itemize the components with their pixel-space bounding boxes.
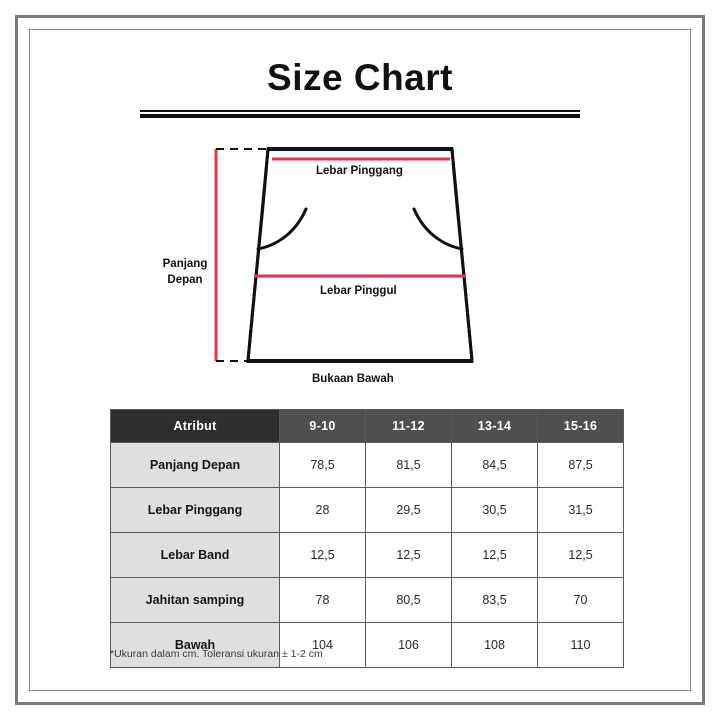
size-table-wrapper: Atribut 9-10 11-12 13-14 15-16 Panjang D… (110, 409, 624, 668)
skirt-diagram-svg (214, 147, 474, 363)
column-header-size-2: 11-12 (365, 409, 452, 443)
label-lebar-pinggang: Lebar Pinggang (316, 165, 403, 177)
skirt-diagram: Panjang Depan Lebar Pinggang Lebar Pingg… (120, 132, 600, 397)
title-block: Size Chart (60, 57, 660, 118)
row-attribute-label: Bawah (110, 622, 280, 668)
cell-value: 87,5 (537, 442, 624, 488)
table-row: Jahitan samping 78 80,5 83,5 70 (110, 577, 624, 623)
cell-value: 81,5 (365, 442, 452, 488)
cell-value: 12,5 (537, 532, 624, 578)
size-table-head: Atribut 9-10 11-12 13-14 15-16 (110, 409, 624, 443)
skirt-right-pocket (412, 207, 464, 251)
size-table: Atribut 9-10 11-12 13-14 15-16 Panjang D… (110, 409, 624, 668)
title-divider-thick (140, 113, 580, 118)
table-header-row: Atribut 9-10 11-12 13-14 15-16 (110, 409, 624, 443)
size-table-body: Panjang Depan 78,5 81,5 84,5 87,5 Lebar … (110, 442, 624, 668)
skirt-left-side-seam (246, 148, 270, 362)
cell-value: 108 (451, 622, 538, 668)
column-header-attribute: Atribut (110, 409, 280, 443)
cell-value: 30,5 (451, 487, 538, 533)
cell-value: 78,5 (279, 442, 366, 488)
frame-outer-border (15, 15, 705, 705)
cell-value: 78 (279, 577, 366, 623)
cell-value: 104 (279, 622, 366, 668)
column-header-size-1: 9-10 (279, 409, 366, 443)
table-row: Lebar Pinggang 28 29,5 30,5 31,5 (110, 487, 624, 533)
cell-value: 31,5 (537, 487, 624, 533)
cell-value: 106 (365, 622, 452, 668)
cell-value: 70 (537, 577, 624, 623)
row-attribute-label: Jahitan samping (110, 577, 280, 623)
footnote: *Ukuran dalam cm. Toleransi ukuran ± 1-2… (110, 648, 323, 660)
frame-inner-border (29, 29, 691, 691)
cell-value: 28 (279, 487, 366, 533)
column-header-size-3: 13-14 (451, 409, 538, 443)
table-row: Bawah 104 106 108 110 (110, 622, 624, 668)
cell-value: 29,5 (365, 487, 452, 533)
skirt-left-pocket (256, 207, 308, 251)
title-divider-gap (140, 111, 580, 114)
row-attribute-label: Lebar Band (110, 532, 280, 578)
label-panjang-depan: Panjang Depan (146, 257, 224, 288)
title-divider (140, 109, 580, 118)
column-header-size-4: 15-16 (537, 409, 624, 443)
label-bukaan-bawah: Bukaan Bawah (312, 373, 394, 385)
cell-value: 84,5 (451, 442, 538, 488)
cell-value: 12,5 (279, 532, 366, 578)
cell-value: 12,5 (451, 532, 538, 578)
label-panjang-depan-line2: Depan (167, 273, 203, 286)
table-row: Panjang Depan 78,5 81,5 84,5 87,5 (110, 442, 624, 488)
skirt-right-side-seam (450, 148, 474, 362)
cell-value: 83,5 (451, 577, 538, 623)
label-panjang-depan-line1: Panjang (162, 258, 208, 270)
cell-value: 110 (537, 622, 624, 668)
title-divider-thin (140, 109, 580, 112)
row-attribute-label: Lebar Pinggang (110, 487, 280, 533)
page-title: Size Chart (267, 57, 453, 98)
skirt-outline (246, 147, 474, 363)
row-attribute-label: Panjang Depan (110, 442, 280, 488)
table-row: Lebar Band 12,5 12,5 12,5 12,5 (110, 532, 624, 578)
cell-value: 12,5 (365, 532, 452, 578)
cell-value: 80,5 (365, 577, 452, 623)
label-lebar-pinggul: Lebar Pinggul (320, 285, 397, 297)
